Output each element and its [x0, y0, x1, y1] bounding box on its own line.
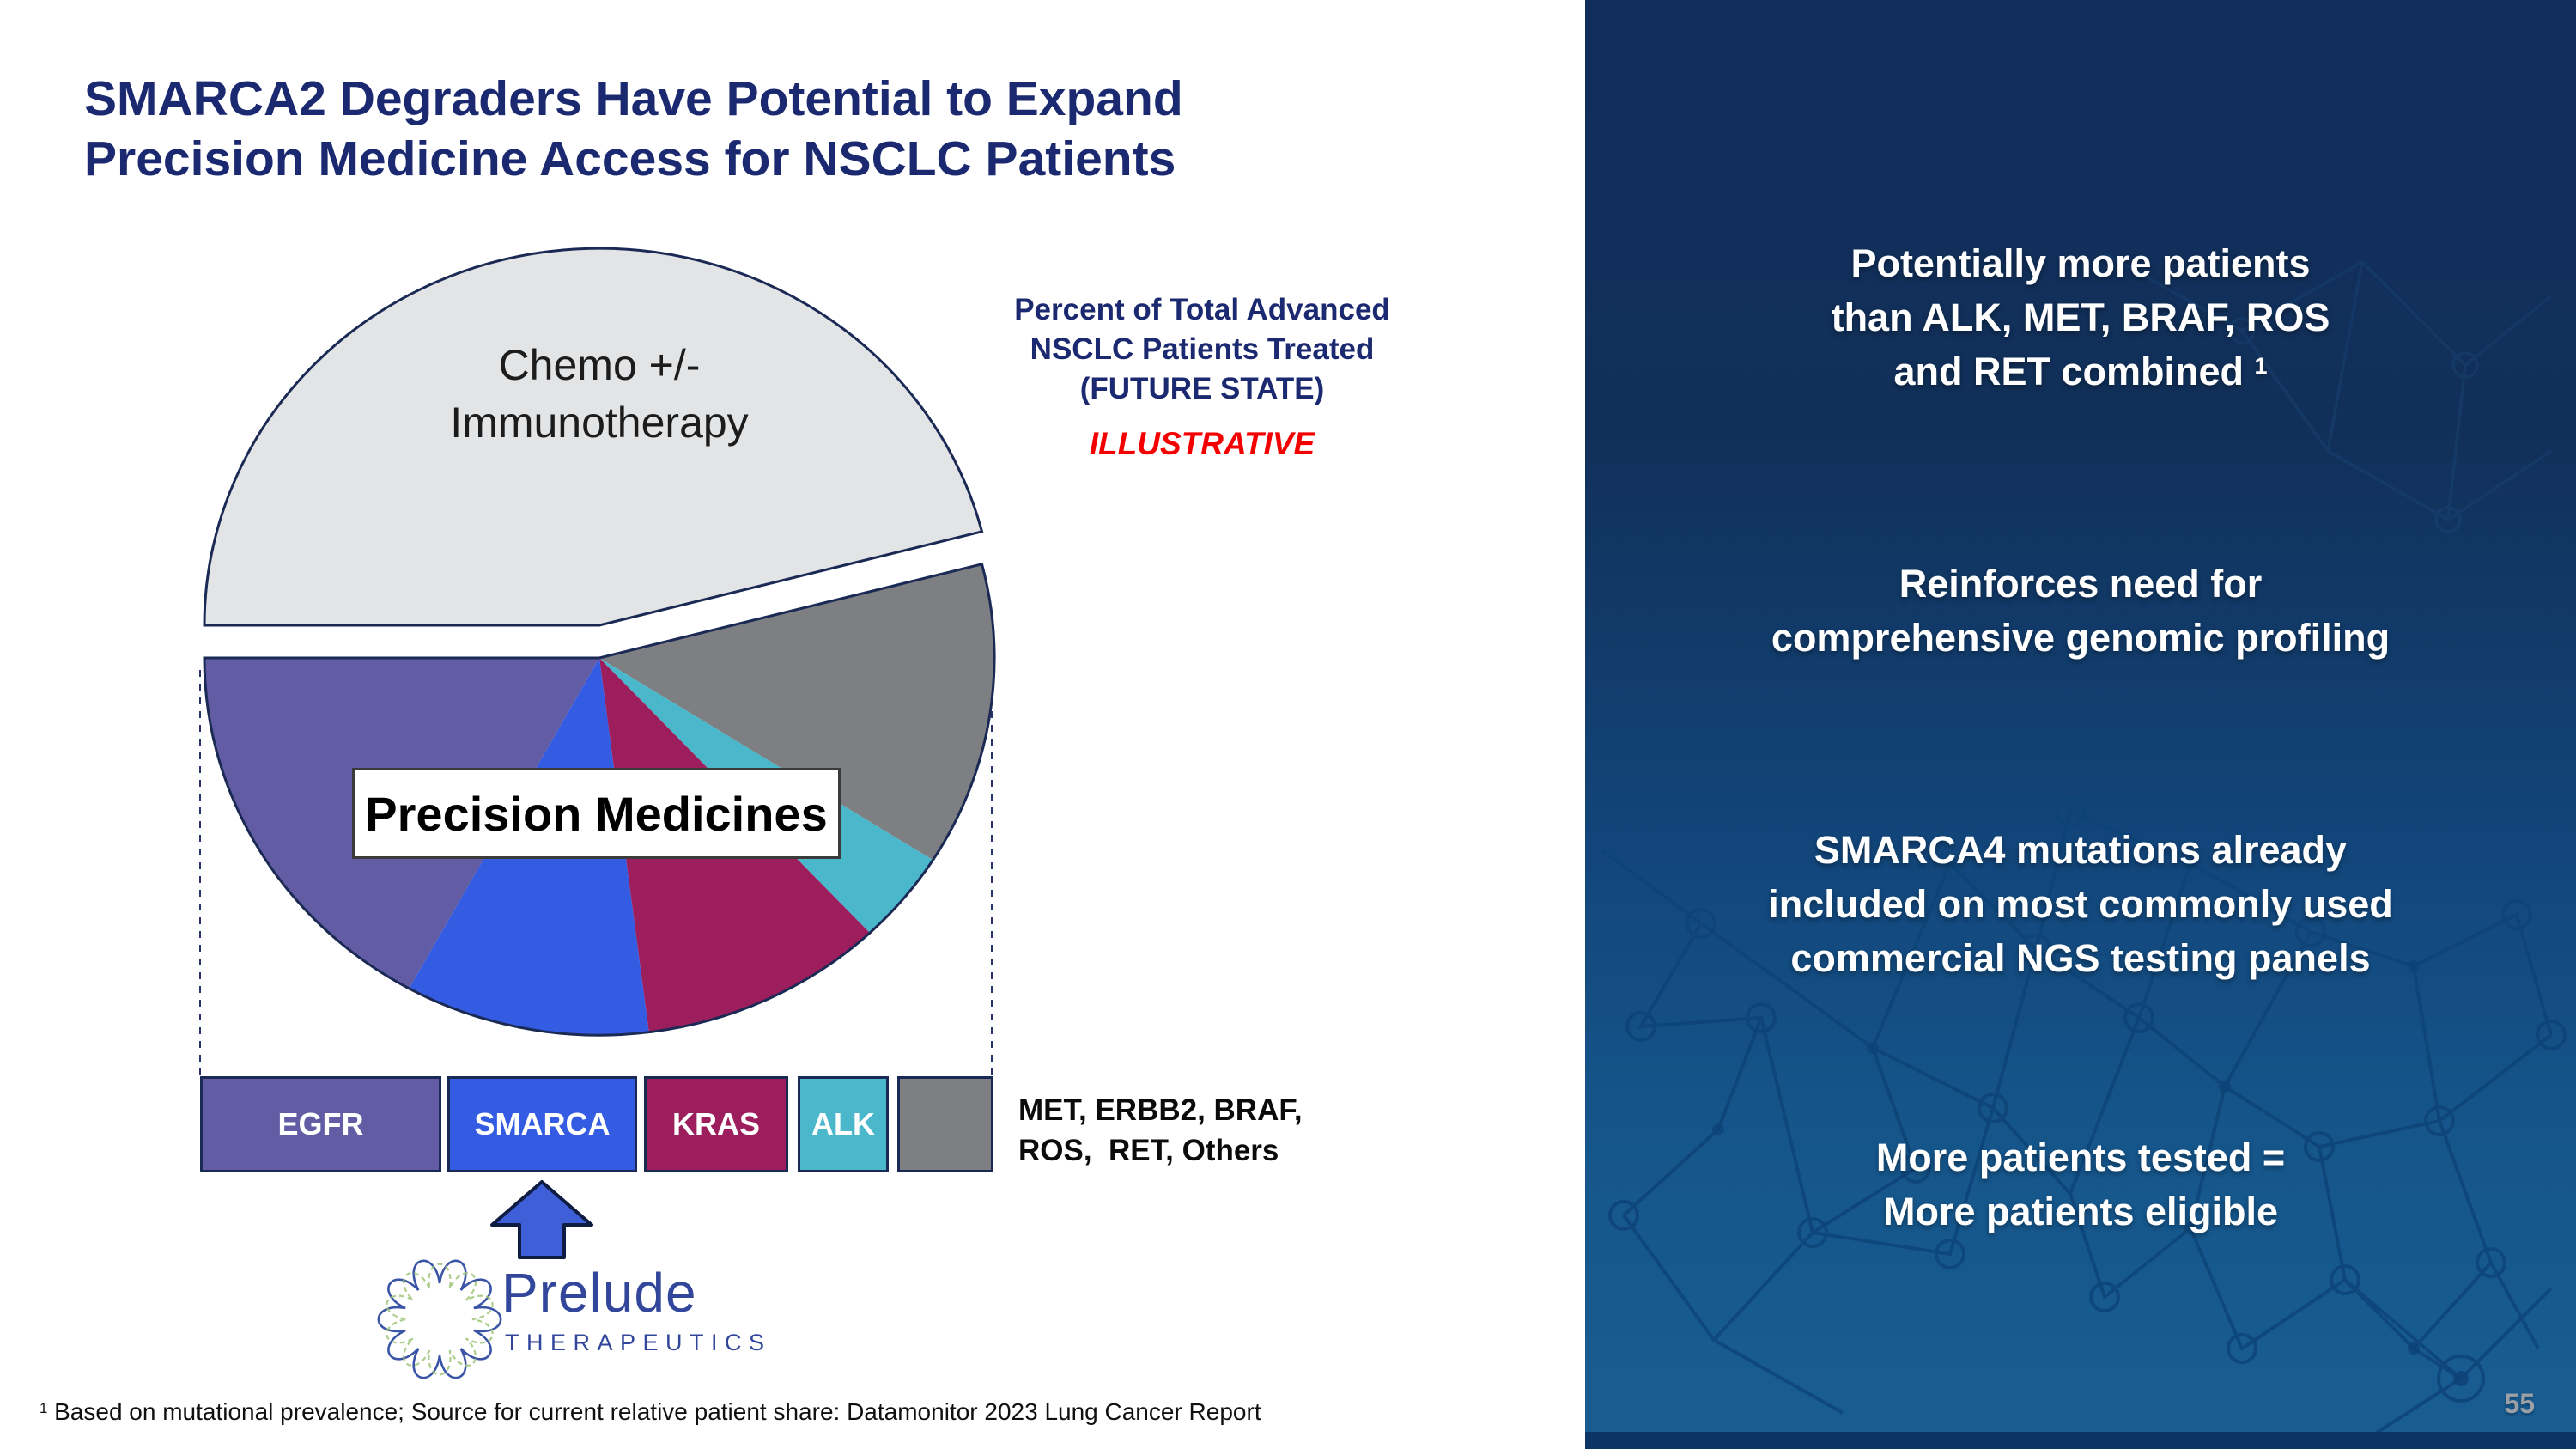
panel-block3-line2: included on most commonly used [1768, 882, 2393, 926]
precision-medicines-label-box: Precision Medicines [352, 768, 841, 859]
panel-block-smarca4-panels: SMARCA4 mutations already included on mo… [1585, 823, 2576, 985]
illustrative-label: ILLUSTRATIVE [1089, 426, 1315, 461]
panel-block-genomic-profiling: Reinforces need for comprehensive genomi… [1585, 557, 2576, 665]
prelude-logo-subtitle: THERAPEUTICS [505, 1330, 772, 1355]
pie-slice-met-erbb2-braf-ros-ret-others [599, 563, 994, 861]
legend-box-others [897, 1076, 993, 1172]
legend-box-egfr: EGFR [200, 1076, 441, 1172]
chart-heading-line1: Percent of Total Advanced [1014, 293, 1390, 326]
legend-box-alk: ALK [798, 1076, 889, 1172]
others-genes-text: MET, ERBB2, BRAF, ROS, RET, Others [1018, 1090, 1379, 1171]
page-title: SMARCA2 Degraders Have Potential to Expa… [84, 69, 1510, 189]
panel-block2-line2: comprehensive genomic profiling [1771, 616, 2391, 660]
chemo-label-line2: Immunotherapy [450, 399, 749, 447]
panel-bottom-band [1585, 1432, 2576, 1449]
panel-block4-line1: More patients tested = [1875, 1135, 2286, 1179]
nsclc-pie-chart [199, 247, 996, 1076]
right-panel: Potentially more patients than ALK, MET,… [1585, 0, 2576, 1449]
panel-block4-line2: More patients eligible [1882, 1190, 2279, 1233]
panel-block3-line3: commercial NGS testing panels [1790, 936, 2371, 980]
network-mesh-pattern [1601, 252, 2567, 1446]
legend-label-smarca: SMARCA [474, 1106, 611, 1142]
panel-block1-line1: Potentially more patients [1850, 241, 2311, 285]
panel-block1-superscript: 1 [2254, 352, 2268, 379]
precision-medicines-label: Precision Medicines [365, 786, 828, 841]
panel-block-more-patients: Potentially more patients than ALK, MET,… [1585, 236, 2576, 405]
others-genes-line2: ROS, RET, Others [1018, 1134, 1279, 1167]
up-arrow-icon [490, 1180, 593, 1259]
chart-heading-line3: (FUTURE STATE) [1079, 372, 1325, 405]
chart-heading: Percent of Total Advanced NSCLC Patients… [979, 290, 1425, 464]
legend-label-egfr: EGFR [277, 1106, 364, 1142]
panel-block1-line3-text: and RET combined [1893, 350, 2255, 393]
chemo-label-line1: Chemo +/- [498, 341, 701, 389]
up-arrow-shape [490, 1180, 593, 1259]
pie-base-outline [203, 562, 996, 1037]
legend-box-kras: KRAS [644, 1076, 788, 1172]
legend-box-smarca: SMARCA [447, 1076, 637, 1172]
page-title-line2: Precision Medicine Access for NSCLC Pati… [84, 131, 1176, 186]
panel-block3-line1: SMARCA4 mutations already [1814, 828, 2348, 872]
others-genes-line1: MET, ERBB2, BRAF, [1018, 1093, 1303, 1127]
chart-heading-line2: NSCLC Patients Treated [1030, 332, 1375, 366]
starburst-inner-path [386, 1263, 494, 1376]
legend-label-kras: KRAS [671, 1106, 760, 1142]
starburst-outer-path [377, 1259, 502, 1379]
footnote: 1 Based on mutational prevalence; Source… [39, 1398, 1261, 1426]
panel-block-more-eligible: More patients tested = More patients eli… [1585, 1130, 2576, 1239]
legend-label-alk: ALK [811, 1106, 875, 1142]
panel-block2-line1: Reinforces need for [1899, 562, 2263, 606]
mesh-dots [1712, 857, 2469, 1386]
pie-slice-chemo-immunotherapy [203, 247, 984, 627]
footnote-text: Based on mutational prevalence; Source f… [47, 1398, 1261, 1425]
panel-block1-line2: than ALK, MET, BRAF, ROS [1831, 295, 2330, 339]
page-title-line1: SMARCA2 Degraders Have Potential to Expa… [84, 71, 1183, 126]
chemo-slice-label: Chemo +/- Immunotherapy [342, 337, 857, 452]
prelude-logo-wordmark: Prelude [501, 1262, 697, 1324]
panel-block1-line3: and RET combined 1 [1585, 344, 2576, 405]
footnote-superscript: 1 [39, 1399, 48, 1416]
mesh-lines-upper [2104, 252, 2553, 533]
prelude-starburst-icon [377, 1259, 502, 1379]
page-number: 55 [2504, 1388, 2535, 1419]
